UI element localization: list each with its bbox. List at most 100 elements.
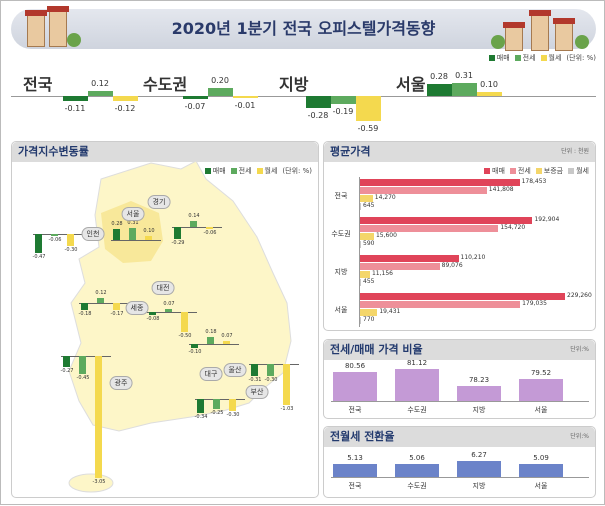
avg-value-label: 455 bbox=[363, 278, 375, 285]
summary-bar bbox=[233, 96, 258, 98]
map-value-label: 0.10 bbox=[143, 228, 155, 234]
map-value-label: -0.47 bbox=[32, 253, 46, 260]
map-bar bbox=[191, 344, 198, 348]
map-bar bbox=[267, 364, 274, 376]
summary-bar bbox=[88, 90, 113, 96]
unit-label: 단위 : 천원 bbox=[561, 148, 589, 155]
map-legend: 매매 전세 월세 (단위: %) bbox=[204, 166, 312, 176]
map-bar bbox=[181, 312, 188, 332]
avg-value-label: 645 bbox=[363, 202, 375, 209]
map-baseline bbox=[189, 344, 239, 345]
avg-bar bbox=[360, 195, 373, 202]
map-bar bbox=[113, 303, 120, 310]
map-region-label: 서울 bbox=[121, 207, 145, 221]
map-value-label: 0.07 bbox=[221, 333, 233, 340]
map-baseline bbox=[79, 303, 129, 304]
map-value-label: -0.30 bbox=[226, 412, 240, 418]
column-value-label: 5.13 bbox=[347, 453, 363, 462]
map-bar bbox=[67, 234, 74, 246]
map-bar bbox=[51, 234, 58, 237]
column-bar bbox=[457, 461, 501, 477]
avg-bar bbox=[360, 233, 374, 240]
map-baseline bbox=[61, 356, 111, 357]
map-value-label: -0.25 bbox=[210, 410, 224, 416]
chart-baseline bbox=[331, 401, 589, 402]
column-category-label: 지방 bbox=[472, 482, 486, 490]
legend-monthly: 월세 bbox=[264, 167, 278, 175]
unit-label: 단위:% bbox=[570, 433, 589, 440]
avg-value-label: 229,260 bbox=[567, 292, 592, 299]
legend-unit: (단위: %) bbox=[566, 54, 596, 62]
summary-region-label: 수도권 bbox=[143, 75, 188, 94]
map-bar bbox=[174, 227, 181, 239]
summary-legend: 매매 전세 월세 (단위: %) bbox=[488, 53, 596, 63]
column-value-label: 6.27 bbox=[471, 451, 487, 459]
avg-category-label: 수도권 bbox=[331, 230, 351, 238]
map-value-label: -0.27 bbox=[60, 367, 74, 374]
column-category-label: 서울 bbox=[534, 482, 548, 490]
legend-sale: 매매 bbox=[488, 53, 510, 63]
summary-bar bbox=[331, 96, 356, 104]
map-bars: 0.28 0.31 0.10 서울 -0.47 -0.06 -0.30 인천 -0.29 0.14… bbox=[1, 1, 321, 506]
panel-title: 평균가격 bbox=[330, 145, 371, 158]
column-bar bbox=[333, 463, 377, 477]
column-value-label: 78.23 bbox=[468, 376, 490, 385]
map-region-label: 광주 bbox=[109, 376, 133, 390]
legend-unit: (단위: %) bbox=[282, 167, 312, 175]
avg-bar bbox=[360, 217, 533, 224]
legend-jeonse: 전세 bbox=[514, 53, 536, 63]
avg-bar bbox=[360, 187, 487, 194]
avg-value-label: 15,600 bbox=[375, 232, 397, 239]
column-bar bbox=[333, 372, 377, 401]
summary-value-label: -0.07 bbox=[184, 101, 206, 111]
avg-value-label: 590 bbox=[363, 240, 375, 247]
summary-bar bbox=[452, 82, 477, 96]
summary-chart: 전국 -0.11 0.12 -0.12 수도권 -0.07 0.20 -0.01 지방 -0.28… bbox=[1, 1, 605, 136]
map-bar bbox=[223, 341, 230, 344]
column-category-label: 수도권 bbox=[407, 406, 427, 414]
map-bar bbox=[207, 336, 214, 344]
avg-value-label: 11,156 bbox=[371, 270, 393, 277]
map-value-label: -0.18 bbox=[78, 311, 92, 318]
legend-monthly: 월세 bbox=[540, 53, 561, 63]
avg-value-label: 89,076 bbox=[441, 262, 463, 269]
summary-bar bbox=[427, 84, 452, 96]
map-value-label: 0.12 bbox=[95, 290, 107, 297]
ratio-panel: 전세/매매 가격 비율 단위:% bbox=[323, 339, 596, 419]
panel-title: 전세/매매 가격 비율 bbox=[330, 343, 423, 356]
map-bar bbox=[129, 227, 136, 240]
map-baseline bbox=[195, 399, 245, 400]
map-value-label: -0.29 bbox=[171, 239, 185, 246]
unit-label: 단위:% bbox=[570, 346, 589, 353]
legend-deposit: 보증금 bbox=[543, 167, 564, 175]
map-region-label: 대전 bbox=[151, 281, 175, 295]
column-bar bbox=[395, 464, 439, 477]
avg-bar bbox=[360, 263, 440, 270]
avg-value-label: 154,720 bbox=[500, 224, 526, 231]
avg-value-label: 14,270 bbox=[374, 194, 396, 201]
map-value-label: -3.05 bbox=[92, 479, 106, 485]
column-value-label: 5.09 bbox=[533, 454, 549, 463]
map-baseline bbox=[33, 234, 83, 235]
avg-bar bbox=[360, 271, 370, 278]
summary-bar bbox=[113, 96, 138, 102]
panel-title: 전월세 전환율 bbox=[330, 430, 395, 443]
avg-category-label: 지방 bbox=[334, 268, 348, 276]
avg-bar bbox=[360, 309, 378, 316]
summary-bar bbox=[63, 96, 88, 101]
map-bar bbox=[229, 399, 236, 411]
map-bar bbox=[97, 298, 104, 303]
building-illustration-right bbox=[491, 10, 591, 51]
map-value-label: -0.10 bbox=[188, 349, 202, 355]
chart-baseline bbox=[331, 477, 589, 478]
summary-value-label: -0.28 bbox=[307, 110, 329, 120]
legend-jeonse: 전세 bbox=[517, 167, 531, 175]
avg-bar bbox=[360, 255, 459, 262]
map-bar bbox=[190, 221, 197, 227]
avg-bar bbox=[360, 317, 361, 324]
legend-sale: 매매 bbox=[492, 167, 505, 175]
summary-bar bbox=[306, 96, 331, 108]
map-bar bbox=[197, 399, 204, 413]
